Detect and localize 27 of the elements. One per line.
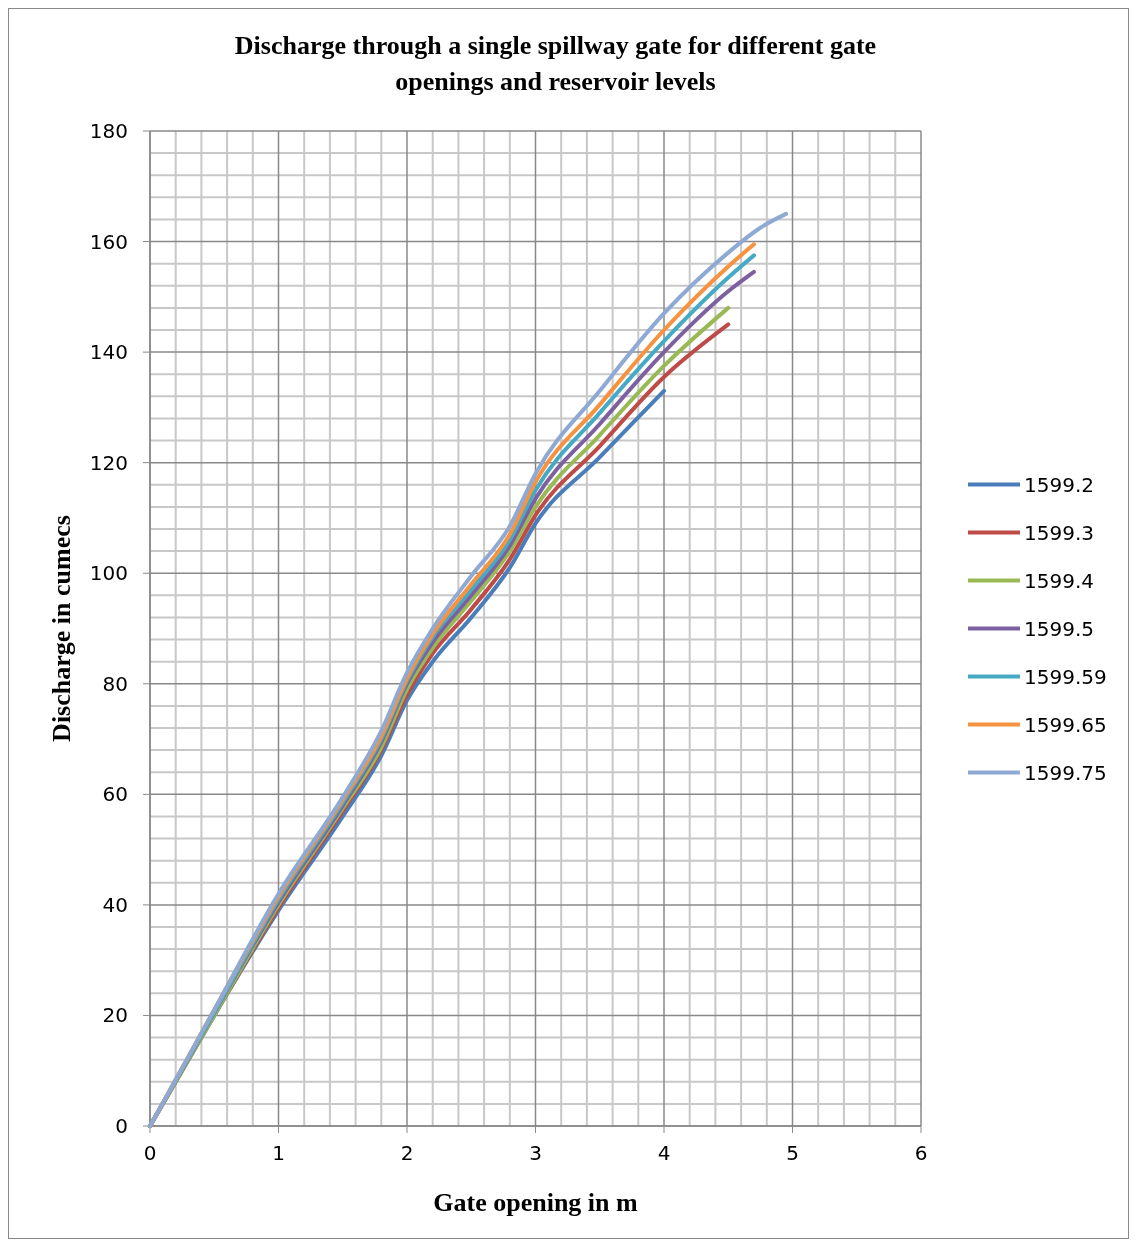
- legend-label: 1599.3: [1024, 520, 1094, 545]
- legend-label: 1599.65: [1024, 712, 1107, 737]
- legend-label: 1599.59: [1024, 664, 1107, 689]
- x-tick-label: 2: [400, 1141, 414, 1165]
- y-tick-label: 120: [89, 450, 128, 475]
- y-tick-label: 160: [89, 229, 128, 254]
- legend-label: 1599.2: [1024, 472, 1094, 497]
- x-axis-title: Gate opening in m: [433, 1188, 639, 1217]
- y-tick-label: 80: [102, 671, 128, 696]
- y-tick-label: 40: [102, 892, 128, 917]
- y-tick-label: 60: [102, 782, 128, 807]
- legend-label: 1599.5: [1024, 616, 1094, 641]
- y-tick-label: 100: [89, 561, 128, 586]
- legend-label: 1599.75: [1024, 760, 1107, 785]
- x-tick-label: 3: [529, 1141, 542, 1165]
- y-axis-title: Discharge in cumecs: [47, 515, 76, 742]
- x-tick-label: 5: [786, 1141, 799, 1165]
- chart-title: Discharge through a single spillway gate for different gate openings and reservoir levels: [234, 31, 877, 96]
- x-tick-label: 4: [657, 1141, 671, 1165]
- y-tick-label: 20: [102, 1003, 128, 1028]
- y-tick-label: 180: [89, 119, 128, 143]
- x-tick-label: 6: [914, 1141, 928, 1165]
- y-tick-label: 140: [89, 340, 128, 365]
- y-tick-label: 0: [115, 1114, 128, 1138]
- legend-label: 1599.4: [1024, 568, 1094, 593]
- x-tick-label: 0: [143, 1141, 157, 1165]
- x-tick-label: 1: [272, 1141, 285, 1165]
